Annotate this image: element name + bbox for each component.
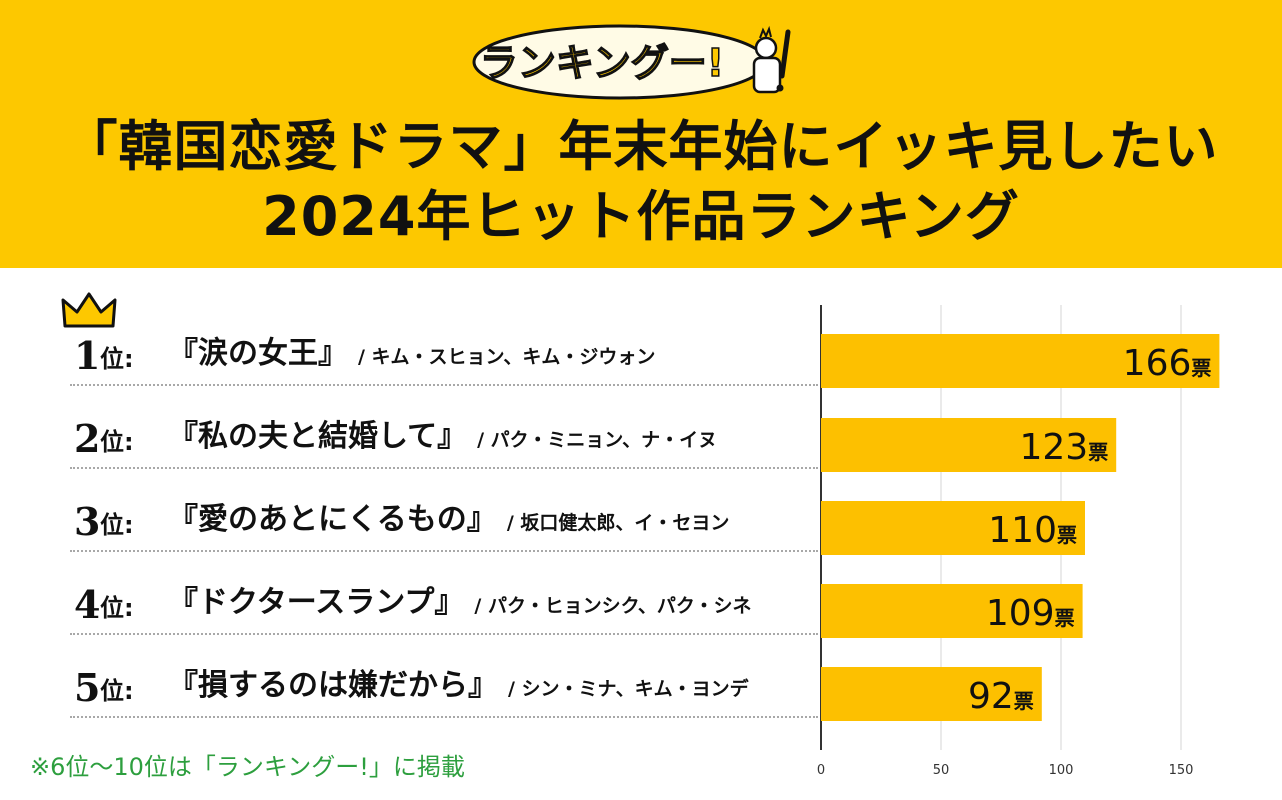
ranking-row-3: 3 位: 『愛のあとにくるもの』 / 坂口健太郎、イ・セヨン [70, 492, 818, 552]
drama-cast: / シン・ミナ、キム・ヨンデ [508, 678, 749, 700]
drama-title-row: 『私の夫と結婚して』 / パク・ミニョン、ナ・イヌ [168, 418, 717, 459]
drama-title-row: 『愛のあとにくるもの』 / 坂口健太郎、イ・セヨン [168, 501, 729, 542]
drama-title: 『愛のあとにくるもの』 [168, 502, 497, 537]
bar-rank-3 [821, 501, 1085, 555]
title-line-1: 「韓国恋愛ドラマ」年末年始にイッキ見したい [63, 115, 1219, 178]
drama-title-row: 『損するのは嫌だから』 / シン・ミナ、キム・ヨンデ [168, 667, 749, 708]
drama-title: 『ドクタースランプ』 [168, 585, 465, 620]
bar-value-label: 123票 [1019, 427, 1108, 468]
rank-suffix: 位: [100, 511, 134, 539]
bar-rank-4 [821, 584, 1083, 638]
x-tick-label: 50 [933, 763, 950, 778]
bar-value-label: 166票 [1123, 343, 1212, 384]
rank-number: 5 [74, 665, 101, 710]
ranking-row-4: 4 位: 『ドクタースランプ』 / パク・ヒョンシク、パク・シネ [70, 575, 818, 635]
chart-bars: 166票 123票 110票 109票 92票 [821, 334, 1220, 721]
rank-suffix: 位: [100, 594, 134, 622]
bar-rank-1 [821, 334, 1220, 388]
ranking-row-5: 5 位: 『損するのは嫌だから』 / シン・ミナ、キム・ヨンデ [70, 658, 818, 718]
drama-title-row: 『ドクタースランプ』 / パク・ヒョンシク、パク・シネ [168, 584, 752, 625]
bar-value-label: 92票 [968, 676, 1034, 717]
bar-value-label: 110票 [988, 510, 1077, 551]
rank-suffix: 位: [100, 345, 134, 373]
drama-cast: / キム・スヒョン、キム・ジウォン [358, 346, 656, 368]
title-line-2: 2024年ヒット作品ランキング [262, 185, 1020, 248]
header-banner: ランキングー! 「韓国恋愛ドラマ」年末年始にイッキ見したい 2024年ヒット作品… [0, 0, 1282, 268]
rank-number: 2 [74, 416, 101, 461]
ranking-row-1: 1 位: 『涙の女王』 / キム・スヒョン、キム・ジウォン [70, 326, 818, 386]
ranking-goo-logo: ランキングー! [472, 24, 791, 100]
rank-number: 3 [74, 499, 101, 544]
x-tick-label: 0 [817, 763, 825, 778]
svg-text:ランキングー!: ランキングー! [480, 41, 724, 85]
drama-title: 『私の夫と結婚して』 [168, 419, 468, 454]
x-tick-label: 150 [1169, 763, 1194, 778]
drama-cast: / パク・ミニョン、ナ・イヌ [477, 429, 718, 451]
drama-title: 『涙の女王』 [168, 336, 348, 371]
footnote: ※6位〜10位は「ランキングー!」に掲載 [30, 753, 465, 781]
bar-value-label: 109票 [986, 593, 1075, 634]
crown-icon [61, 292, 117, 328]
drama-title: 『損するのは嫌だから』 [168, 668, 498, 703]
drama-cast: / 坂口健太郎、イ・セヨン [506, 512, 730, 534]
x-tick-label: 100 [1049, 763, 1074, 778]
rank-number: 4 [74, 582, 101, 627]
bar-rank-5 [821, 667, 1042, 721]
rank-number: 1 [74, 333, 101, 378]
ranking-row-2: 2 位: 『私の夫と結婚して』 / パク・ミニョン、ナ・イヌ [70, 409, 818, 469]
rank-suffix: 位: [100, 428, 134, 456]
chart-ticks: 0 50 100 150 [817, 763, 1194, 778]
rank-suffix: 位: [100, 677, 134, 705]
drama-cast: / パク・ヒョンシク、パク・シネ [474, 595, 752, 617]
drama-title-row: 『涙の女王』 / キム・スヒョン、キム・ジウォン [168, 335, 655, 376]
bar-rank-2 [821, 418, 1117, 472]
